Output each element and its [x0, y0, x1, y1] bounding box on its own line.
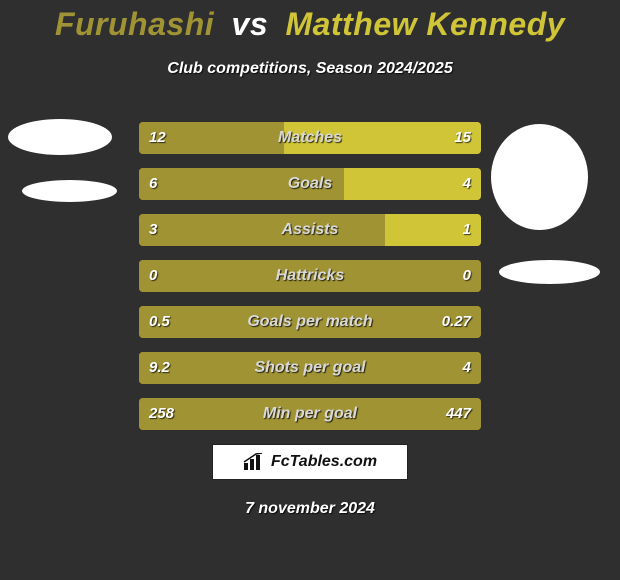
title-player2: Matthew Kennedy — [286, 6, 566, 42]
player1-avatar — [8, 119, 112, 155]
question-icon: ? — [531, 168, 549, 186]
stat-label: Min per goal — [139, 398, 481, 430]
stat-row: 1215Matches — [139, 122, 481, 154]
stat-label: Goals per match — [139, 306, 481, 338]
stat-row: 64Goals — [139, 168, 481, 200]
title-vs: vs — [224, 6, 277, 42]
bar-chart-icon — [243, 453, 265, 471]
stat-label: Shots per goal — [139, 352, 481, 384]
stat-label: Matches — [139, 122, 481, 154]
fctables-logo: FcTables.com — [212, 444, 408, 480]
stat-row: 0.50.27Goals per match — [139, 306, 481, 338]
stat-label: Hattricks — [139, 260, 481, 292]
title-player1: Furuhashi — [55, 6, 214, 42]
stat-label: Goals — [139, 168, 481, 200]
player2-avatar: ? — [491, 124, 588, 230]
stat-row: 31Assists — [139, 214, 481, 246]
stat-label: Assists — [139, 214, 481, 246]
logo-text: FcTables.com — [271, 453, 377, 471]
page-title: Furuhashi vs Matthew Kennedy — [0, 6, 620, 43]
date-label: 7 november 2024 — [0, 500, 620, 518]
subtitle: Club competitions, Season 2024/2025 — [0, 60, 620, 78]
player2-club-logo — [499, 260, 600, 284]
stat-row: 258447Min per goal — [139, 398, 481, 430]
stat-bars: 1215Matches 64Goals 31Assists 00Hattricks 0.… — [139, 122, 481, 430]
stat-row: 9.24Shots per goal — [139, 352, 481, 384]
player1-club-logo — [22, 180, 117, 202]
stat-row: 00Hattricks — [139, 260, 481, 292]
